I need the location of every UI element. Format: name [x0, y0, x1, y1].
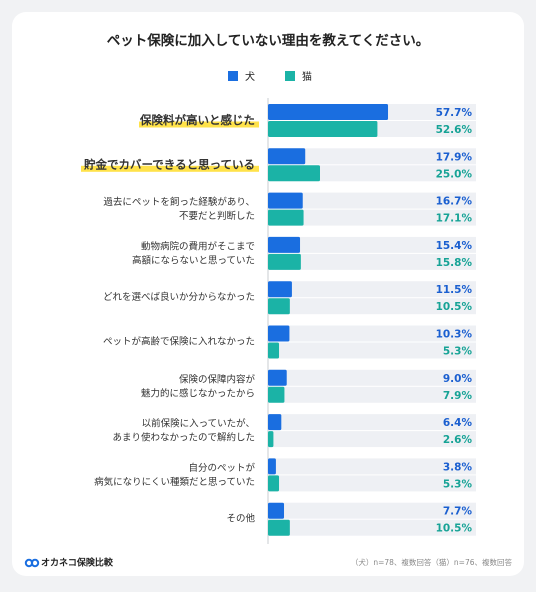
category-label: 過去にペットを飼った経験があり、不要だと判断した — [103, 196, 255, 222]
value-label: 10.3% — [436, 329, 473, 341]
category-label: どれを選べば良いか分からなかった — [103, 291, 255, 303]
value-label: 10.5% — [436, 523, 473, 535]
highlight-marker — [81, 165, 259, 172]
bar-track — [268, 431, 476, 448]
value-label: 15.8% — [436, 257, 473, 269]
category-label: 以前保険に入っていたが、あまり使わなかったので解約した — [112, 417, 255, 443]
bar — [268, 475, 280, 492]
highlight-marker — [139, 121, 259, 128]
bar-track — [268, 475, 476, 492]
bar-track — [268, 148, 476, 165]
value-label: 15.4% — [436, 240, 473, 252]
value-label: 7.9% — [443, 390, 473, 402]
bar-track — [268, 342, 476, 359]
bar-track — [268, 253, 476, 270]
bar-track — [268, 298, 476, 315]
bar — [268, 458, 276, 475]
bar — [268, 148, 306, 165]
bar — [268, 192, 303, 209]
value-label: 2.6% — [443, 434, 473, 446]
bar-track — [268, 281, 476, 298]
bar — [268, 325, 290, 342]
value-label: 7.7% — [443, 506, 473, 518]
bar — [268, 298, 290, 315]
bar — [268, 502, 285, 519]
bar-track — [268, 236, 476, 253]
bar — [268, 165, 320, 182]
value-label: 5.3% — [443, 478, 473, 490]
chart-title: ペット保険に加入していない理由を教えてください。 — [107, 32, 430, 49]
bar — [268, 236, 301, 253]
value-label: 6.4% — [443, 417, 473, 429]
note: （犬）n=78、複数回答（猫）n=76、複数回答 — [351, 557, 513, 567]
bar — [268, 209, 304, 226]
bar-track — [268, 192, 476, 209]
bar-track — [268, 209, 476, 226]
category-label: 自分のペットが病気になりにくい種類だと思っていた — [94, 461, 255, 487]
value-label: 52.6% — [436, 124, 473, 136]
bar-track — [268, 519, 476, 536]
legend-label: 猫 — [302, 70, 312, 83]
bar-track — [268, 414, 476, 431]
bar-track — [268, 502, 476, 519]
category-label: その他 — [226, 513, 255, 525]
bar — [268, 253, 301, 270]
category-label: ペットが高齢で保険に入れなかった — [103, 336, 255, 348]
value-label: 17.9% — [436, 151, 473, 163]
category-label: 保険の保障内容が魅力的に感じなかったから — [141, 373, 256, 399]
bar — [268, 104, 389, 120]
bar — [268, 369, 287, 386]
bar-track — [268, 458, 476, 475]
bar — [268, 414, 282, 431]
bar — [268, 281, 292, 298]
bar — [268, 342, 280, 359]
category-label: 保険料が高いと感じた — [139, 113, 255, 127]
value-label: 17.1% — [436, 213, 473, 225]
value-label: 16.7% — [436, 196, 473, 208]
value-label: 25.0% — [436, 168, 473, 180]
legend-label: 犬 — [245, 70, 255, 83]
category-label: 動物病院の費用がそこまで高額にならないと思っていた — [132, 240, 255, 266]
bar-track — [268, 325, 476, 342]
value-label: 5.3% — [443, 346, 473, 358]
value-label: 10.5% — [436, 301, 473, 313]
bar — [268, 431, 274, 448]
value-label: 3.8% — [443, 461, 473, 473]
bar-track — [268, 369, 476, 386]
category-label: 貯金でカバーできると思っている — [84, 157, 255, 171]
brand-logo — [24, 558, 40, 568]
value-label: 57.7% — [436, 107, 473, 119]
value-label: 11.5% — [436, 284, 473, 296]
legend-swatch — [285, 71, 295, 81]
bar — [268, 519, 290, 536]
bar-track — [268, 386, 476, 403]
brand: オカネコ保険比較 — [41, 557, 114, 569]
legend-swatch — [228, 71, 238, 81]
bar — [268, 121, 378, 137]
value-label: 9.0% — [443, 373, 473, 385]
bar — [268, 386, 285, 403]
